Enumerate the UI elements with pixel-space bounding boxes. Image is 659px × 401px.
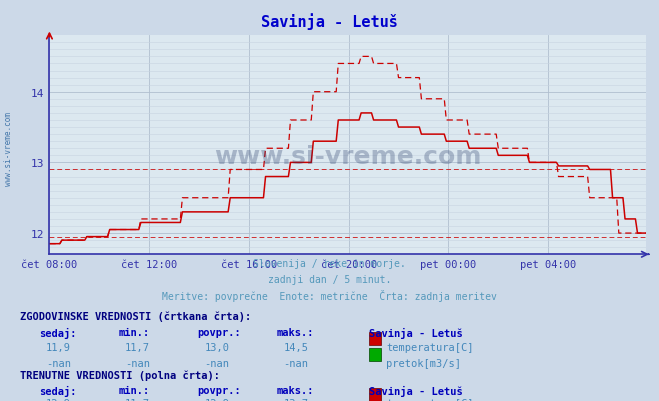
Text: -nan: -nan [46,358,71,368]
Text: 11,9: 11,9 [46,342,71,352]
Text: www.si-vreme.com: www.si-vreme.com [214,144,481,168]
Text: ZGODOVINSKE VREDNOSTI (črtkana črta):: ZGODOVINSKE VREDNOSTI (črtkana črta): [20,311,251,321]
Text: TRENUTNE VREDNOSTI (polna črta):: TRENUTNE VREDNOSTI (polna črta): [20,370,219,380]
Text: povpr.:: povpr.: [198,385,241,395]
Text: povpr.:: povpr.: [198,328,241,338]
Text: sedaj:: sedaj: [40,328,77,338]
Text: 12,9: 12,9 [46,398,71,401]
Text: Savinja - Letuš: Savinja - Letuš [261,13,398,30]
Text: Meritve: povprečne  Enote: metrične  Črta: zadnja meritev: Meritve: povprečne Enote: metrične Črta:… [162,289,497,301]
Text: 11,7: 11,7 [125,398,150,401]
Text: min.:: min.: [119,328,150,338]
Text: 13,7: 13,7 [283,398,308,401]
Text: maks.:: maks.: [277,328,314,338]
Text: 11,7: 11,7 [125,342,150,352]
Text: maks.:: maks.: [277,385,314,395]
Text: www.si-vreme.com: www.si-vreme.com [4,111,13,185]
Text: min.:: min.: [119,385,150,395]
Text: temperatura[C]: temperatura[C] [386,342,474,352]
Text: -nan: -nan [283,358,308,368]
Text: 12,9: 12,9 [204,398,229,401]
Text: pretok[m3/s]: pretok[m3/s] [386,358,461,368]
Text: 14,5: 14,5 [283,342,308,352]
Text: sedaj:: sedaj: [40,385,77,396]
Text: temperatura[C]: temperatura[C] [386,398,474,401]
Text: Slovenija / reke in morje.: Slovenija / reke in morje. [253,259,406,269]
Text: Savinja - Letuš: Savinja - Letuš [369,328,463,338]
Text: -nan: -nan [204,358,229,368]
Text: 13,0: 13,0 [204,342,229,352]
Text: -nan: -nan [125,358,150,368]
Text: Savinja - Letuš: Savinja - Letuš [369,385,463,396]
Text: zadnji dan / 5 minut.: zadnji dan / 5 minut. [268,274,391,284]
